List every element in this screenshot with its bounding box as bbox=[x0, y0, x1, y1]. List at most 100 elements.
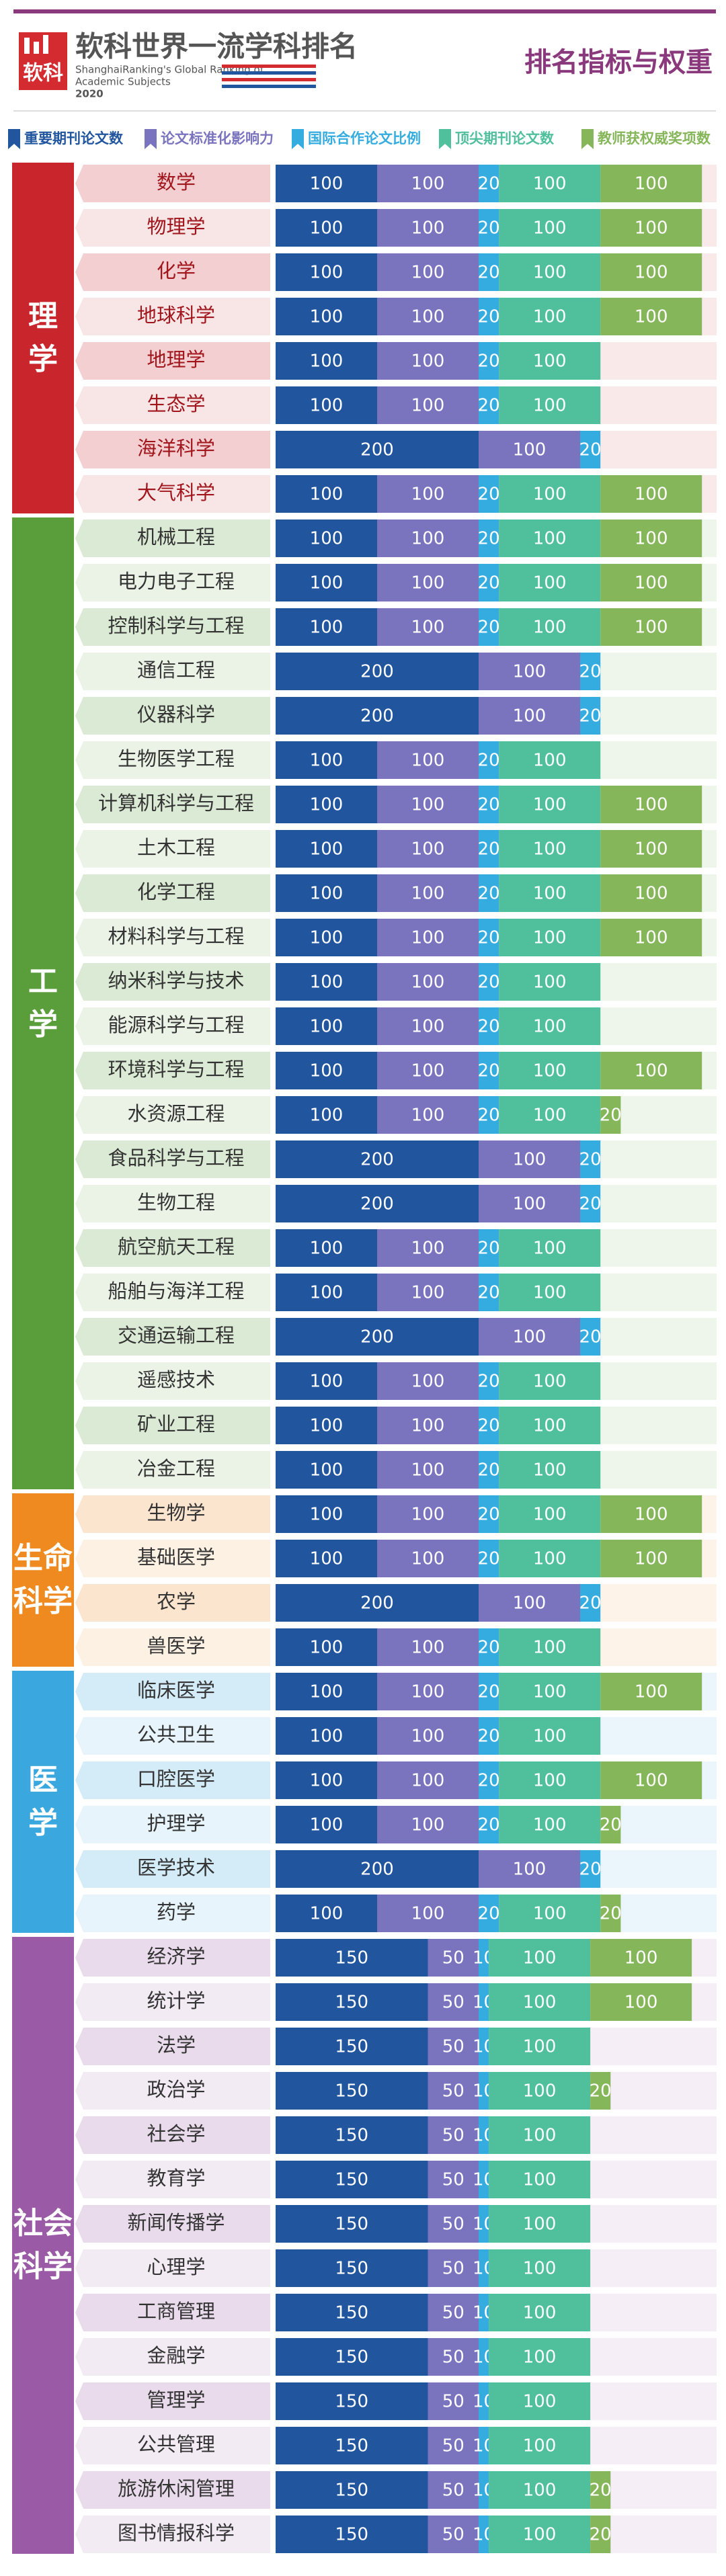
weight-segment bbox=[377, 1229, 479, 1267]
segment-label: 100 bbox=[523, 1948, 557, 1968]
subject-pill bbox=[75, 1229, 270, 1267]
subject-pill bbox=[75, 1850, 270, 1888]
segment-label: 20 bbox=[478, 795, 500, 815]
segment-label: 100 bbox=[533, 751, 567, 771]
segment-label: 20 bbox=[590, 2525, 612, 2545]
weight-segment bbox=[600, 830, 702, 868]
segment-label: 150 bbox=[335, 2214, 368, 2235]
segment-label: 100 bbox=[310, 1727, 344, 1747]
segment-label: 100 bbox=[310, 1416, 344, 1436]
segment-label: 100 bbox=[513, 1327, 547, 1347]
segment-label: 20 bbox=[579, 1327, 602, 1347]
weight-segment bbox=[489, 2382, 591, 2420]
subject-pill bbox=[75, 786, 270, 823]
weight-segment bbox=[479, 608, 499, 646]
segment-label: 100 bbox=[310, 839, 344, 860]
segment-label: 100 bbox=[411, 928, 445, 948]
weight-segment bbox=[479, 2161, 489, 2198]
segment-label: 100 bbox=[635, 1061, 668, 1081]
subject-label: 政治学 bbox=[147, 2078, 205, 2101]
segment-label: 20 bbox=[579, 662, 602, 682]
legend-label: 论文标准化影响力 bbox=[161, 130, 274, 147]
weight-segment bbox=[377, 1628, 479, 1666]
weight-segment bbox=[377, 386, 479, 424]
subject-label: 化学 bbox=[157, 259, 196, 282]
weight-segment bbox=[600, 1806, 621, 1843]
subject-pill bbox=[75, 697, 270, 735]
segment-label: 20 bbox=[478, 884, 500, 904]
weight-segment bbox=[489, 2249, 591, 2287]
legend-swatch bbox=[8, 129, 20, 149]
weight-segment bbox=[479, 2427, 489, 2464]
segment-label: 100 bbox=[513, 1150, 547, 1170]
weight-segment bbox=[428, 2516, 479, 2553]
weight-segment bbox=[479, 2072, 489, 2110]
group-label-box: 医学 bbox=[28, 1763, 58, 1840]
weight-segment bbox=[377, 209, 479, 247]
weight-segment bbox=[499, 608, 601, 646]
segment-label: 100 bbox=[635, 485, 668, 505]
weight-segment bbox=[276, 1407, 377, 1444]
segment-label: 100 bbox=[411, 618, 445, 638]
weight-segment bbox=[428, 2205, 479, 2243]
weight-segment bbox=[276, 2471, 428, 2509]
segment-label: 100 bbox=[310, 1372, 344, 1392]
legend-label: 国际合作论文比例 bbox=[308, 130, 421, 147]
segment-label: 100 bbox=[310, 351, 344, 372]
group-label-box: 工学 bbox=[28, 964, 58, 1042]
weight-segment bbox=[428, 1939, 479, 1977]
subject-pill bbox=[75, 1628, 270, 1666]
segment-label: 100 bbox=[411, 751, 445, 771]
weight-segment bbox=[276, 1584, 479, 1622]
subject-label: 法学 bbox=[157, 2034, 196, 2056]
weight-segment bbox=[479, 874, 499, 912]
subject-pill bbox=[75, 2116, 270, 2154]
weight-segment bbox=[499, 786, 601, 823]
legend-label: 顶尖期刊论文数 bbox=[455, 130, 555, 147]
segment-label: 20 bbox=[478, 1727, 500, 1747]
weight-segment bbox=[489, 2294, 591, 2331]
segment-label: 100 bbox=[411, 972, 445, 993]
weight-segment bbox=[276, 1318, 479, 1356]
logo-bar bbox=[34, 42, 39, 54]
segment-label: 100 bbox=[310, 529, 344, 549]
segment-label: 100 bbox=[523, 2081, 557, 2102]
segment-label: 50 bbox=[442, 2170, 465, 2190]
weight-segment bbox=[499, 475, 601, 513]
subject-label: 大气科学 bbox=[137, 481, 215, 504]
segment-label: 20 bbox=[579, 1860, 602, 1880]
logo-bar bbox=[43, 35, 48, 54]
weight-segment bbox=[590, 2072, 611, 2110]
segment-label: 20 bbox=[478, 1460, 500, 1481]
weight-segment bbox=[276, 475, 377, 513]
weight-segment bbox=[428, 2427, 479, 2464]
segment-label: 20 bbox=[478, 751, 500, 771]
segment-label: 100 bbox=[310, 1061, 344, 1081]
weight-segment bbox=[580, 653, 601, 690]
weight-segment bbox=[499, 298, 601, 335]
segment-label: 50 bbox=[442, 2037, 465, 2057]
segment-label: 20 bbox=[579, 440, 602, 460]
weight-segment bbox=[499, 165, 601, 202]
weight-segment bbox=[276, 874, 377, 912]
weight-segment bbox=[276, 1362, 377, 1400]
segment-label: 100 bbox=[310, 1283, 344, 1303]
weight-segment bbox=[489, 2028, 591, 2065]
segment-label: 100 bbox=[533, 573, 567, 593]
segment-label: 100 bbox=[310, 1549, 344, 1569]
segment-label: 100 bbox=[533, 1505, 567, 1525]
segment-label: 100 bbox=[533, 1106, 567, 1126]
weight-segment bbox=[428, 2116, 479, 2154]
subject-pill bbox=[75, 2249, 270, 2287]
segment-label: 100 bbox=[533, 1017, 567, 1037]
subject-pill bbox=[75, 2028, 270, 2065]
segment-label: 100 bbox=[533, 1904, 567, 1924]
legend-label: 教师获权威奖项数 bbox=[598, 130, 711, 147]
segment-label: 100 bbox=[533, 884, 567, 904]
segment-label: 100 bbox=[635, 174, 668, 194]
year: 2020 bbox=[75, 88, 104, 100]
subject-pill bbox=[75, 1140, 270, 1178]
segment-label: 100 bbox=[635, 1682, 668, 1702]
segment-label: 20 bbox=[478, 263, 500, 283]
weight-segment bbox=[377, 1274, 479, 1311]
